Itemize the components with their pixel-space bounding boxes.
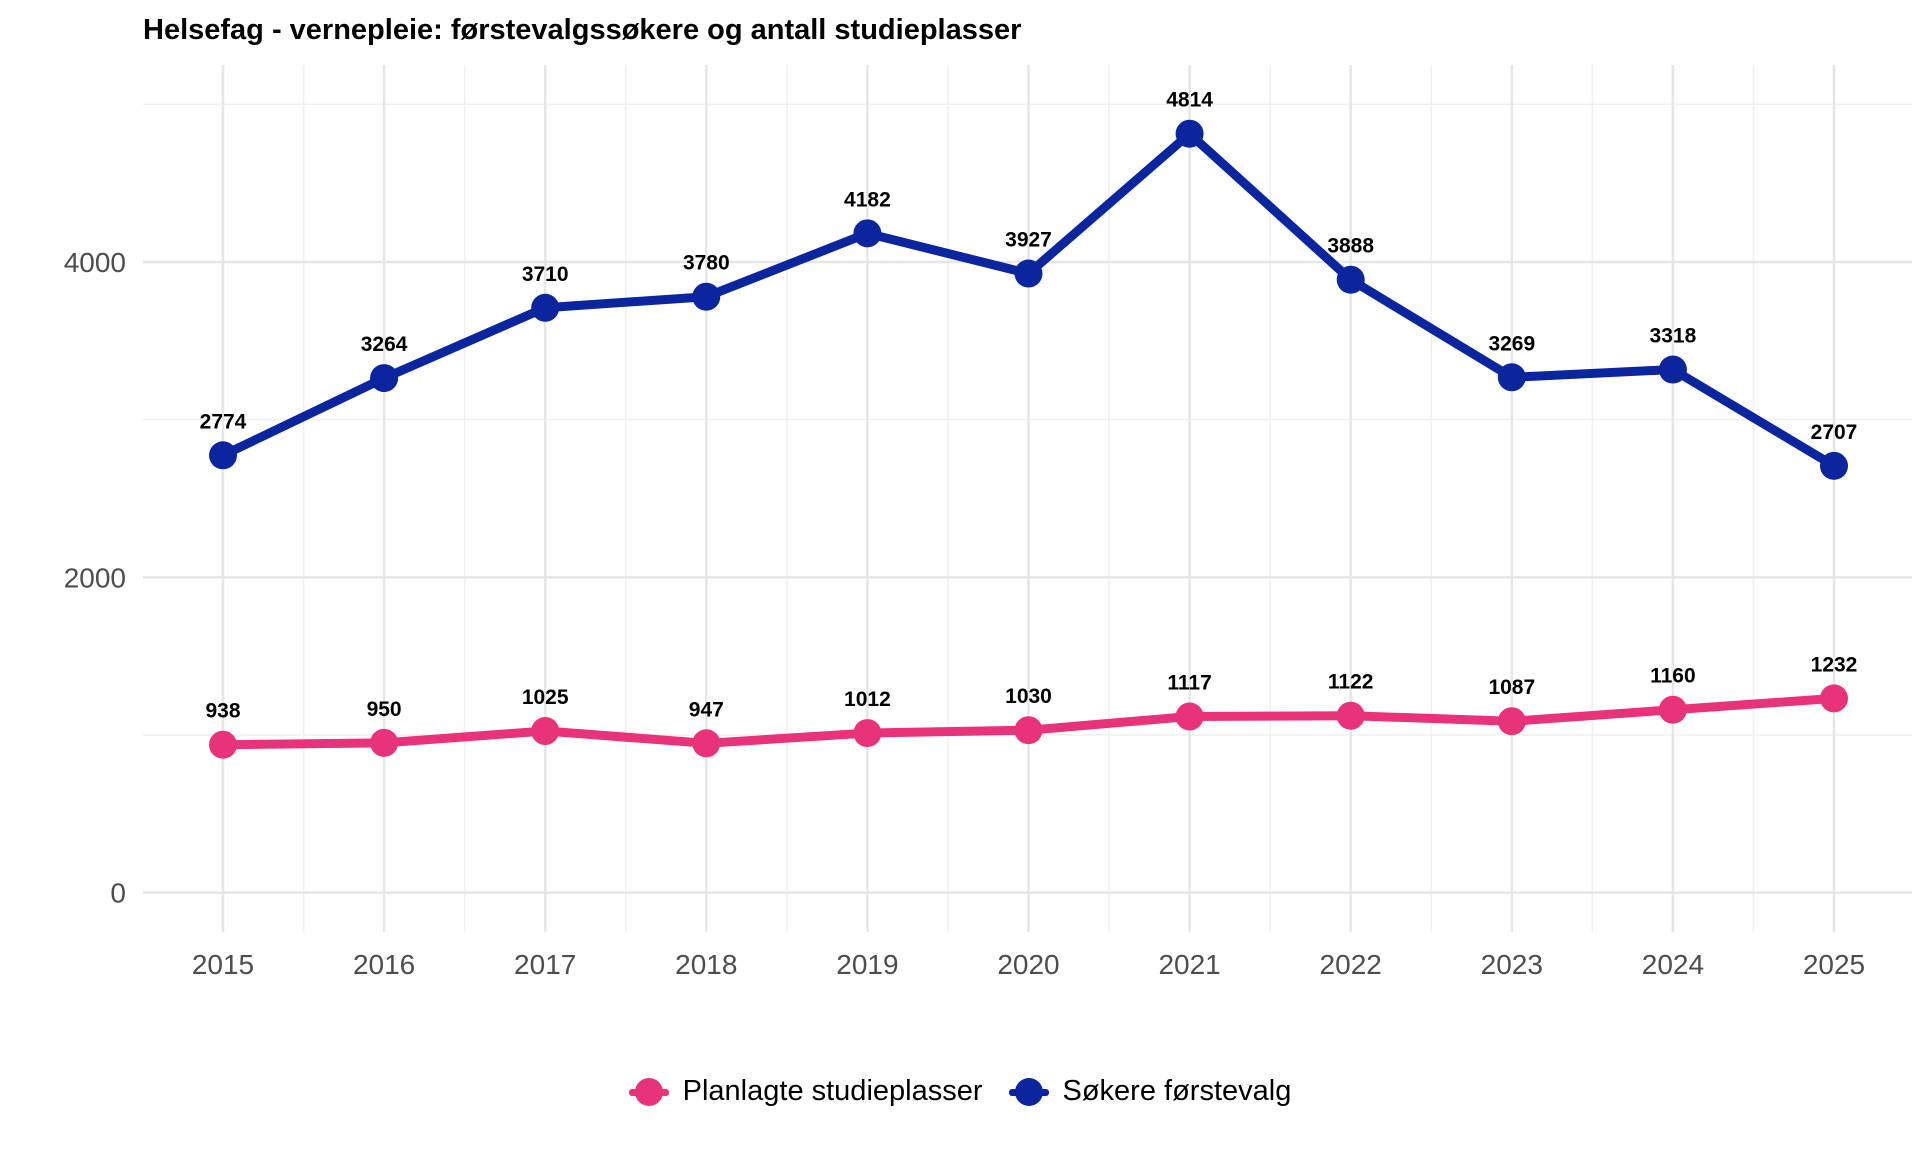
legend-label-2: Søkere førstevalg [1062, 1075, 1292, 1107]
series-2-point [692, 282, 721, 311]
series-1-point [1336, 701, 1365, 730]
series-2-point [209, 441, 237, 470]
series-1-data-label: 1160 [1650, 665, 1696, 688]
legend-item-1: Planlagte studieplasser [628, 1075, 983, 1108]
legend-label-1: Planlagte studieplasser [682, 1075, 983, 1107]
series-2-point [370, 364, 399, 393]
series-2-data-label: 3269 [1488, 332, 1535, 355]
x-tick-label: 2021 [1158, 949, 1220, 980]
chart-title: Helsefag - vernepleie: førstevalgssøkere… [143, 14, 1022, 46]
series-2-point [1658, 355, 1687, 384]
x-axis-tick-labels: 2015 2016 2017 2018 2019 2020 2021 2022 2023 2024… [192, 949, 1865, 980]
series-1-data-label: 947 [689, 698, 724, 721]
series-1-point [1175, 702, 1204, 731]
x-tick-label: 2020 [997, 949, 1059, 980]
series-2-data-label: 2707 [1811, 421, 1858, 444]
series-2-point [1014, 259, 1043, 288]
x-tick-label: 2015 [192, 949, 254, 980]
series-2-data-label: 3927 [1005, 229, 1052, 252]
series-2-point [1336, 265, 1365, 294]
series-1-point [1658, 695, 1687, 724]
series-1-data-label: 1087 [1488, 676, 1535, 699]
x-tick-label: 2018 [675, 949, 737, 980]
x-tick-label: 2025 [1803, 949, 1865, 980]
series-2-data-label: 3318 [1650, 325, 1697, 348]
series-1-data-label: 950 [367, 698, 402, 721]
series-1-point [1014, 716, 1043, 745]
series-2-point [853, 219, 882, 248]
major-gridlines [143, 65, 1912, 932]
series-1-point [1820, 684, 1848, 713]
series-1-data-label: 1122 [1328, 671, 1374, 694]
x-tick-label: 2024 [1642, 949, 1704, 980]
x-tick-label: 2022 [1320, 949, 1382, 980]
legend: Planlagte studieplasser Søkere førstevalg [0, 1075, 1920, 1108]
series-2-point [1820, 451, 1848, 480]
series-2-data-label: 3264 [361, 333, 408, 356]
series-1-data-label: 1117 [1167, 672, 1211, 695]
series-2-data-label: 4182 [844, 188, 891, 211]
y-tick-label: 2000 [64, 562, 126, 593]
x-tick-label: 2017 [514, 949, 576, 980]
y-tick-label: 0 [110, 878, 126, 909]
series-2-data-label: 3710 [522, 263, 569, 286]
series-1-point [692, 729, 721, 758]
series-2-data-label: 2774 [200, 410, 247, 433]
series-1-point [531, 717, 560, 746]
legend-item-2: Søkere førstevalg [1008, 1075, 1292, 1108]
series-1-data-label: 1025 [522, 686, 569, 709]
series-1-data-label: 1030 [1005, 685, 1052, 708]
x-tick-label: 2023 [1481, 949, 1543, 980]
series-2-data-label: 4814 [1166, 89, 1213, 112]
series-2-data-label: 3888 [1327, 235, 1374, 258]
series-2-point [531, 293, 560, 322]
legend-key-1 [628, 1077, 669, 1106]
series-2-point [1497, 363, 1526, 392]
x-tick-label: 2016 [353, 949, 415, 980]
series-1-point [1497, 707, 1526, 736]
series-2-data-label: 3780 [683, 252, 730, 275]
data-labels-layer: 938 950 1025 947 1012 1030 1117 1122 1087 1160 123… [200, 89, 1858, 723]
series-1-data-label: 1012 [844, 688, 891, 711]
y-tick-label: 4000 [64, 247, 126, 278]
series-1-point [853, 719, 882, 748]
series-layer [209, 119, 1848, 759]
legend-key-2 [1008, 1077, 1049, 1106]
series-1-point [209, 730, 237, 759]
series-2-point [1175, 119, 1204, 148]
x-tick-label: 2019 [836, 949, 898, 980]
series-1-data-label: 1232 [1811, 653, 1858, 676]
y-axis-tick-labels: 0 2000 4000 [64, 247, 126, 909]
series-1-point [370, 728, 399, 757]
series-1-data-label: 938 [205, 700, 240, 723]
